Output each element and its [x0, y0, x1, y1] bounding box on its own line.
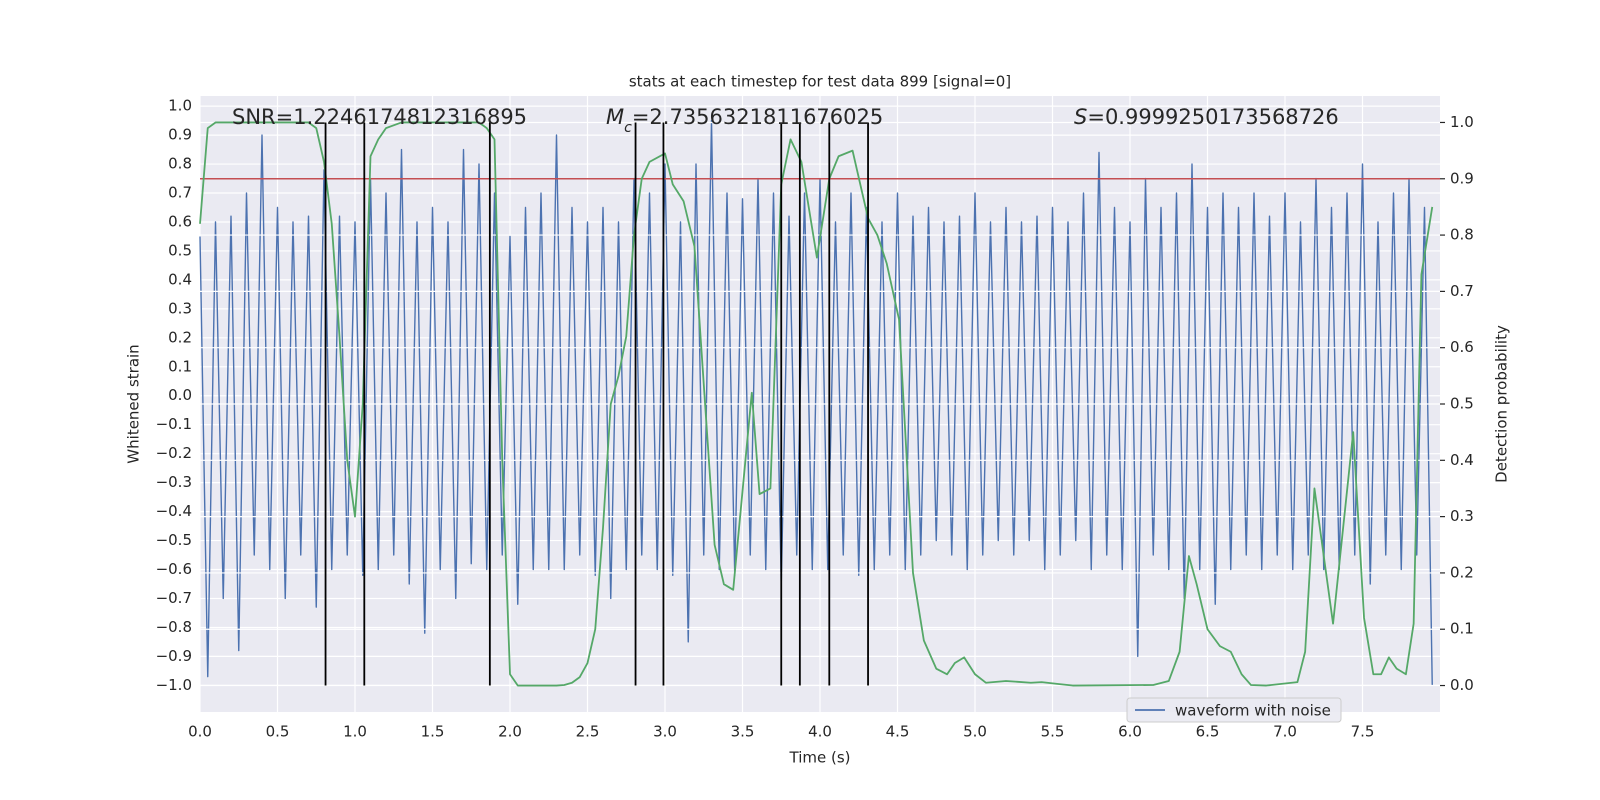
annotation: SNR=1.2246174812316895: [232, 105, 527, 129]
y2-tick-label: 0.8: [1450, 226, 1474, 244]
y-tick-label: −1.0: [156, 676, 192, 694]
y-tick-label: 0.5: [168, 241, 192, 259]
annotation-symbol: M: [606, 105, 624, 129]
x-tick-label: 0.0: [188, 723, 212, 741]
y-tick-label: −0.6: [156, 560, 192, 578]
y-tick-label: −0.4: [156, 502, 192, 520]
y-tick-label: −0.9: [156, 647, 192, 665]
y-tick-label: −0.5: [156, 531, 192, 549]
x-tick-label: 3.5: [731, 723, 755, 741]
chart-title: stats at each timestep for test data 899…: [629, 73, 1011, 91]
y-axis-label: Whitened strain: [125, 344, 143, 463]
y2-tick-label: 0.9: [1450, 169, 1474, 187]
x-tick-label: 4.5: [886, 723, 910, 741]
y-tick-label: 0.4: [168, 270, 192, 288]
x-tick-label: 1.0: [343, 723, 367, 741]
y-tick-label: 0.0: [168, 386, 192, 404]
x-tick-label: 2.0: [498, 723, 522, 741]
y-tick-label: 1.0: [168, 97, 192, 115]
x-tick-label: 7.5: [1351, 723, 1375, 741]
y-tick-label: −0.3: [156, 473, 192, 491]
annotation-text: =0.9999250173568726: [1087, 105, 1338, 129]
y2-tick-label: 0.4: [1450, 451, 1474, 469]
y-tick-label: −0.7: [156, 589, 192, 607]
annotation: Mc=2.7356321811676025: [606, 105, 883, 136]
x-tick-label: 2.5: [576, 723, 600, 741]
y-tick-label: 0.6: [168, 212, 192, 230]
annotation: S=0.9999250173568726: [1074, 105, 1339, 129]
annotation-symbol: S: [1074, 105, 1087, 129]
x-tick-label: 5.0: [963, 723, 987, 741]
y-tick-label: −0.2: [156, 444, 192, 462]
legend-box: [1126, 697, 1342, 723]
series-line: [199, 121, 1434, 687]
y2-tick-label: 0.5: [1450, 395, 1474, 413]
series-line: [199, 119, 1433, 686]
x-tick-label: 7.0: [1273, 723, 1297, 741]
y-tick-label: 0.7: [168, 184, 192, 202]
y2-axis-label: Detection probability: [1493, 325, 1511, 483]
x-tick-label: 0.5: [266, 723, 290, 741]
annotation-subscript: c: [624, 120, 632, 136]
y-tick-label: −0.8: [156, 618, 192, 636]
y2-tick-label: 0.3: [1450, 507, 1474, 525]
plot-layer: [199, 96, 1440, 712]
y2-tick-label: 0.2: [1450, 563, 1474, 581]
y2-tick-label: 0.1: [1450, 620, 1474, 638]
x-tick-label: 6.5: [1196, 723, 1220, 741]
y-tick-label: 0.2: [168, 328, 192, 346]
annotation-text: SNR=1.2246174812316895: [232, 105, 527, 129]
y-tick-label: 0.8: [168, 155, 192, 173]
legend-label: waveform with noise: [1175, 702, 1331, 720]
y2-tick-label: 0.0: [1450, 676, 1474, 694]
x-tick-label: 4.0: [808, 723, 832, 741]
annotation-text: =2.7356321811676025: [632, 105, 883, 129]
y2-tick-label: 0.6: [1450, 338, 1474, 356]
y-tick-label: 0.1: [168, 357, 192, 375]
y-tick-label: 0.9: [168, 126, 192, 144]
y-tick-label: −0.1: [156, 415, 192, 433]
y2-tick-label: 0.7: [1450, 282, 1474, 300]
x-tick-label: 6.0: [1118, 723, 1142, 741]
y2-tick-label: 1.0: [1450, 113, 1474, 131]
y-tick-label: 0.3: [168, 299, 192, 317]
x-tick-label: 1.5: [421, 723, 445, 741]
x-tick-label: 5.5: [1041, 723, 1065, 741]
x-tick-label: 3.0: [653, 723, 677, 741]
x-axis-label: Time (s): [789, 749, 851, 767]
